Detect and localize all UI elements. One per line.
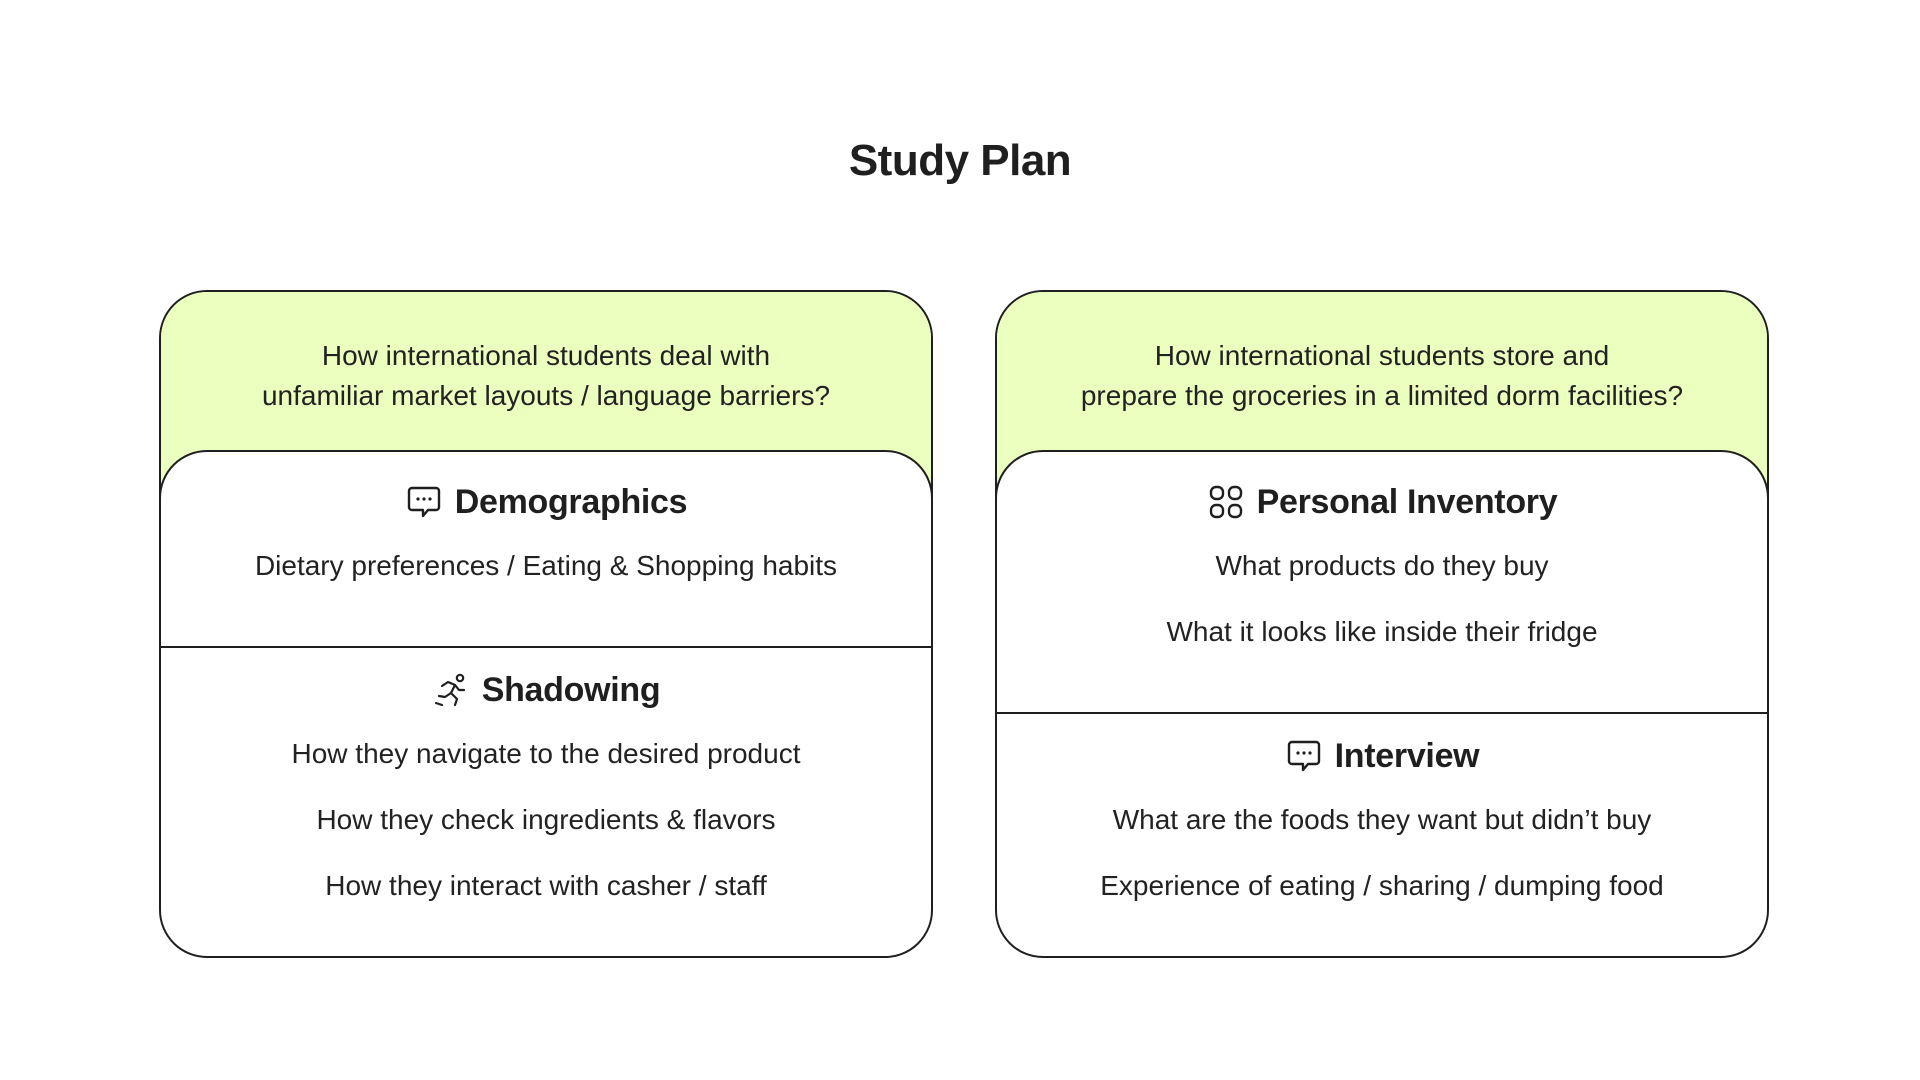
chat-bubble-icon (1285, 737, 1323, 775)
section-title: Demographics (454, 482, 688, 521)
research-question-text: How international students deal with unf… (261, 340, 831, 411)
research-question-text: How international students store and pre… (1080, 340, 1684, 411)
section-title: Personal Inventory (1256, 482, 1558, 521)
study-card-market-layouts: How international students deal with unf… (159, 290, 933, 958)
section-divider (161, 646, 931, 648)
running-person-icon (432, 671, 470, 709)
method-item: What products do they buy (1215, 550, 1549, 581)
study-card-dorm-storage: How international students store and pre… (995, 290, 1769, 958)
method-item: Dietary preferences / Eating & Shopping … (254, 550, 838, 581)
page-title: Study Plan (848, 136, 1072, 185)
method-item: How they check ingredients & flavors (316, 804, 776, 835)
grid-icon (1207, 483, 1245, 521)
section-title: Shadowing (481, 670, 661, 709)
section-header-shadowing: Shadowing (161, 668, 931, 712)
method-item: What are the foods they want but didn’t … (1112, 804, 1652, 835)
section-header-demographics: Demographics (161, 480, 931, 524)
chat-bubble-icon (405, 483, 443, 521)
section-divider (997, 712, 1767, 714)
method-item: Experience of eating / sharing / dumping… (1100, 870, 1664, 901)
methods-panel: Demographics Dietary preferences / Eatin… (161, 450, 931, 956)
methods-panel: Personal Inventory What products do they… (997, 450, 1767, 956)
section-header-personal-inventory: Personal Inventory (997, 480, 1767, 524)
section-title: Interview (1334, 736, 1480, 775)
method-item: How they navigate to the desired product (291, 738, 801, 769)
section-header-interview: Interview (997, 734, 1767, 778)
method-item: What it looks like inside their fridge (1166, 616, 1598, 647)
method-item: How they interact with casher / staff (325, 870, 767, 901)
